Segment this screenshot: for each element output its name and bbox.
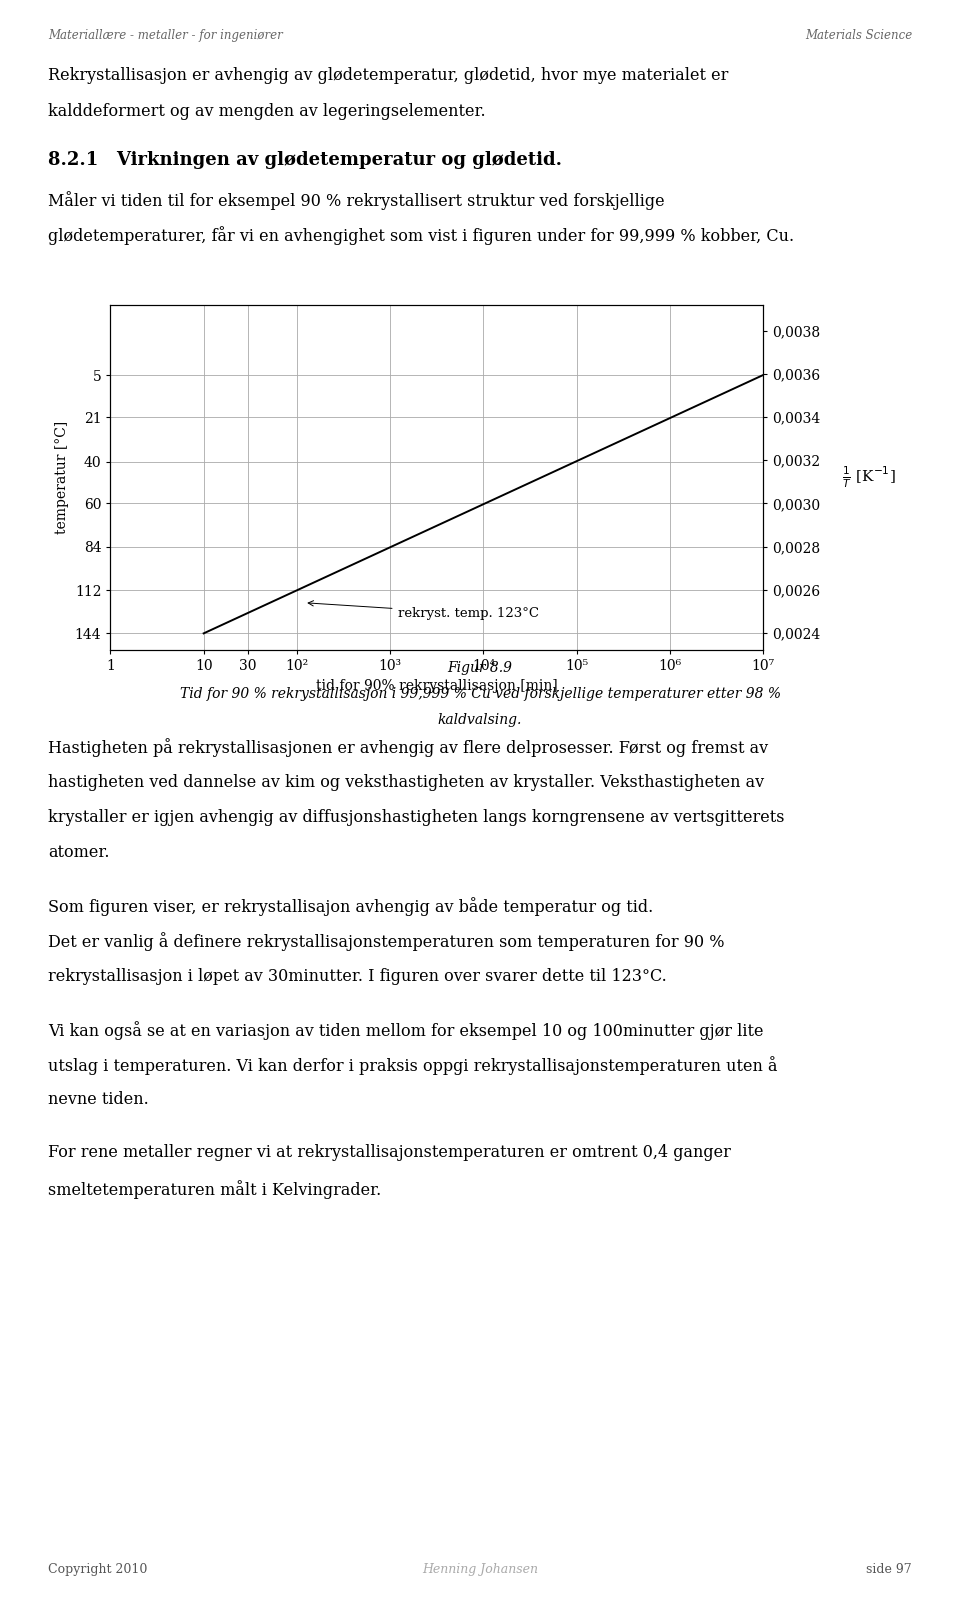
Text: Figur 8.9: Figur 8.9 [447, 661, 513, 676]
Text: Måler vi tiden til for eksempel 90 % rekrystallisert struktur ved forskjellige: Måler vi tiden til for eksempel 90 % rek… [48, 191, 664, 210]
Text: rekrystallisasjon i løpet av 30minutter. I figuren over svarer dette til 123°C.: rekrystallisasjon i løpet av 30minutter.… [48, 968, 667, 985]
Text: atomer.: atomer. [48, 844, 109, 862]
Text: nevne tiden.: nevne tiden. [48, 1091, 149, 1109]
Text: rekryst. temp. 123°C: rekryst. temp. 123°C [308, 600, 539, 620]
Text: Rekrystallisasjon er avhengig av glødetemperatur, glødetid, hvor mye materialet : Rekrystallisasjon er avhengig av glødete… [48, 67, 729, 85]
Text: For rene metaller regner vi at rekrystallisajonstemperaturen er omtrent 0,4 gang: For rene metaller regner vi at rekrystal… [48, 1144, 731, 1162]
Text: side 97: side 97 [866, 1563, 912, 1576]
Text: Tid for 90 % rekrystallisasjon i 99,999 % Cu ved forskjellige temperaturer etter: Tid for 90 % rekrystallisasjon i 99,999 … [180, 687, 780, 701]
Text: Vi kan også se at en variasjon av tiden mellom for eksempel 10 og 100minutter gj: Vi kan også se at en variasjon av tiden … [48, 1021, 763, 1040]
Text: $\frac{1}{T}$ [K$^{-1}$]: $\frac{1}{T}$ [K$^{-1}$] [842, 465, 896, 490]
Y-axis label: temperatur [°C]: temperatur [°C] [55, 421, 69, 534]
Text: Som figuren viser, er rekrystallisajon avhengig av både temperatur og tid.: Som figuren viser, er rekrystallisajon a… [48, 897, 653, 916]
Text: krystaller er igjen avhengig av diffusjonshastigheten langs korngrensene av vert: krystaller er igjen avhengig av diffusjo… [48, 809, 784, 827]
Text: Materials Science: Materials Science [804, 29, 912, 42]
Text: kalddeformert og av mengden av legeringselementer.: kalddeformert og av mengden av legerings… [48, 103, 486, 120]
Text: Henning Johansen: Henning Johansen [422, 1563, 538, 1576]
Text: utslag i temperaturen. Vi kan derfor i praksis oppgi rekrystallisajonstemperatur: utslag i temperaturen. Vi kan derfor i p… [48, 1056, 778, 1075]
Text: Det er vanlig å definere rekrystallisajonstemperaturen som temperaturen for 90 %: Det er vanlig å definere rekrystallisajo… [48, 933, 725, 952]
Text: Copyright 2010: Copyright 2010 [48, 1563, 148, 1576]
Text: hastigheten ved dannelse av kim og veksthastigheten av krystaller. Veksthastighe: hastigheten ved dannelse av kim og vekst… [48, 774, 764, 791]
Text: Materiallære - metaller - for ingeniører: Materiallære - metaller - for ingeniører [48, 29, 283, 42]
Text: smeltetemperaturen målt i Kelvingrader.: smeltetemperaturen målt i Kelvingrader. [48, 1180, 381, 1199]
X-axis label: tid for 90% rekrystallisasjon [min]: tid for 90% rekrystallisasjon [min] [316, 679, 558, 693]
Text: glødetemperaturer, får vi en avhengighet som vist i figuren under for 99,999 % k: glødetemperaturer, får vi en avhengighet… [48, 226, 794, 246]
Text: kaldvalsing.: kaldvalsing. [438, 713, 522, 727]
Text: Hastigheten på rekrystallisasjonen er avhengig av flere delprosesser. Først og f: Hastigheten på rekrystallisasjonen er av… [48, 738, 768, 758]
Text: 8.2.1   Virkningen av glødetemperatur og glødetid.: 8.2.1 Virkningen av glødetemperatur og g… [48, 151, 562, 169]
